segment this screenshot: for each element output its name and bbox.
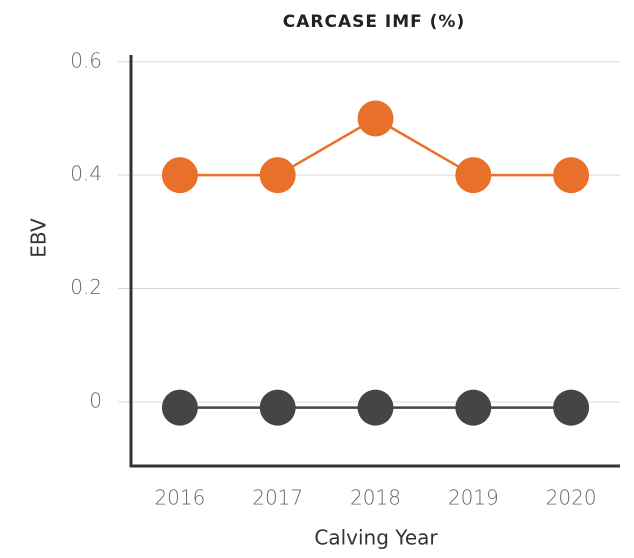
x-axis-label: Calving Year [314, 526, 438, 550]
data-point [357, 389, 394, 426]
chart-title: CARCASE IMF (%) [283, 12, 465, 32]
data-point [455, 157, 492, 194]
x-tick-label: 2017 [252, 486, 303, 510]
y-tick-label: 0 [89, 388, 102, 412]
x-tick-label: 2016 [154, 486, 205, 510]
data-point [259, 389, 296, 426]
x-tick-label: 2018 [350, 486, 401, 510]
data-point [357, 100, 394, 137]
x-tick-label: 2019 [448, 486, 499, 510]
y-tick-label: 0.4 [70, 162, 102, 186]
y-axis-label: EBV [27, 218, 51, 258]
data-point [553, 389, 590, 426]
data-point [259, 157, 296, 194]
data-point [161, 157, 198, 194]
x-tick-label: 2020 [546, 486, 597, 510]
data-point [553, 157, 590, 194]
data-point [161, 389, 198, 426]
y-tick-label: 0.2 [70, 275, 102, 299]
y-tick-label: 0.6 [70, 48, 102, 72]
data-point [455, 389, 492, 426]
